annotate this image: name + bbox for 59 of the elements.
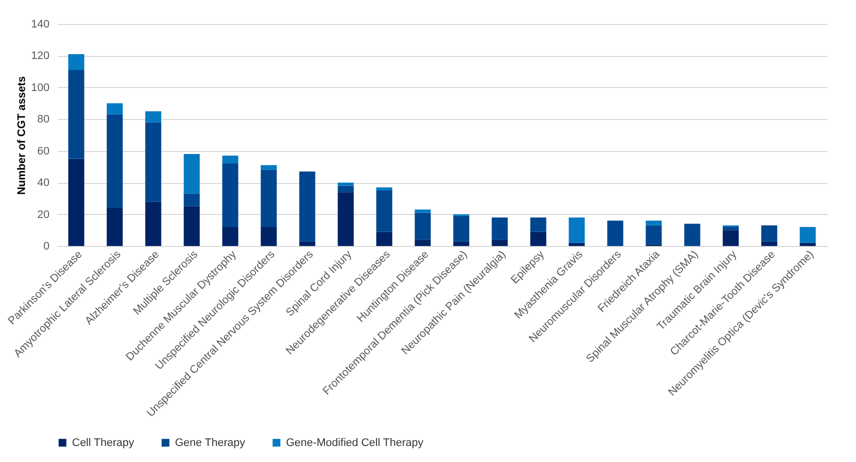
bar [68,158,84,246]
bar [222,226,238,246]
bar [800,226,816,243]
bar [646,220,662,226]
bar [800,242,816,246]
bar [414,240,431,246]
bar [145,122,162,202]
y-tick-label: 20 [37,208,50,221]
bar [145,202,162,246]
y-tick-label: 120 [31,50,50,62]
y-tick-label: 60 [37,145,50,158]
bar [607,220,624,246]
bar [684,224,700,246]
y-tick-label: 80 [37,114,50,126]
bar [376,187,392,190]
bar [106,103,123,114]
bar [260,170,277,227]
bar [338,192,354,246]
bar [299,241,316,246]
y-tick-label: 100 [31,82,50,94]
bar [453,216,470,242]
bar [184,206,200,246]
bar [260,226,277,246]
bar [106,208,123,246]
bar [414,212,431,240]
bar [722,230,739,246]
bar [222,164,238,227]
bar [492,217,508,240]
legend-label: Gene-Modified Cell Therapy [286,436,424,449]
bar [761,225,778,242]
bar [338,182,354,186]
y-tick-label: 40 [37,177,50,190]
bar [530,217,546,232]
bar [646,225,662,244]
bar [222,156,238,164]
bar [106,114,123,208]
bar [68,54,84,70]
bar [722,226,739,230]
bar [453,241,470,246]
bar [568,217,585,243]
legend-label: Gene Therapy [175,436,246,449]
bar [299,171,316,242]
y-axis-title: Number of CGT assets [16,76,28,195]
legend-label: Cell Therapy [72,436,135,449]
bar [338,186,354,192]
bar [761,241,778,246]
bar [414,210,431,213]
bar [184,154,200,194]
bar [145,111,162,122]
bar [376,232,392,246]
y-tick-label: 0 [43,240,50,252]
bar [68,70,84,159]
bar [376,190,392,232]
bar [260,165,277,170]
bar [568,242,585,246]
bar [530,232,546,246]
y-tick-label: 140 [31,18,50,30]
bar [184,194,200,206]
bar [492,240,508,246]
